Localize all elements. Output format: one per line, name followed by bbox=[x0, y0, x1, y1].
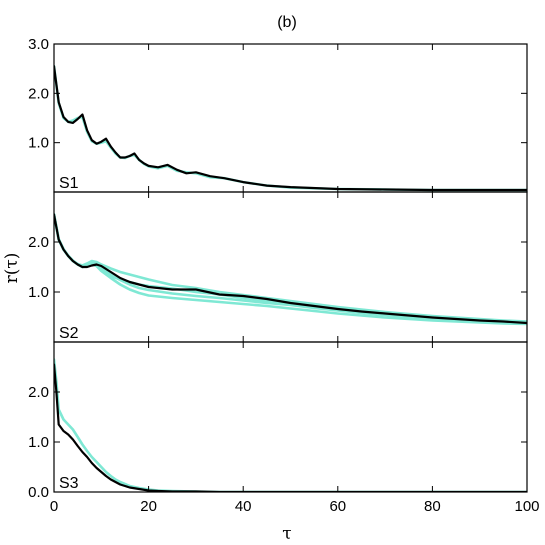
panel-s2: 1.0 2.0 S2 bbox=[28, 191, 528, 343]
x-tick-label: 100 bbox=[514, 498, 539, 515]
plot-area: 1.0 2.0 3.0 S1 1.0 2.0 S2 0.0 1.0 2.0 S30 20 40 60 80 1… bbox=[28, 36, 539, 515]
figure-title: (b) bbox=[277, 14, 297, 31]
y-tick-label: 1.0 bbox=[28, 284, 49, 301]
y-tick-label: 1.0 bbox=[28, 434, 49, 451]
series-group bbox=[54, 64, 527, 192]
y-axis-label: r(τ) bbox=[2, 253, 22, 284]
y-tick-label: 3.0 bbox=[28, 36, 49, 53]
series-group bbox=[54, 358, 527, 492]
series-line-main bbox=[54, 213, 527, 325]
panel-frame bbox=[53, 341, 528, 493]
y-tick-label: 2.0 bbox=[28, 234, 49, 251]
series-line-ensemble bbox=[54, 358, 527, 492]
series-line-ensemble bbox=[54, 213, 527, 326]
x-axis-label: τ bbox=[282, 524, 291, 544]
panel-frame bbox=[53, 43, 528, 193]
y-tick-label: 2.0 bbox=[28, 384, 49, 401]
series-group bbox=[54, 213, 527, 326]
y-tick-label: 0.0 bbox=[28, 484, 49, 501]
x-tick-label: 20 bbox=[140, 498, 157, 515]
panel-s1: 1.0 2.0 3.0 S1 bbox=[28, 36, 528, 193]
panel-label: S1 bbox=[59, 175, 79, 192]
panel-s3: 0.0 1.0 2.0 S3 bbox=[28, 341, 528, 501]
series-line-ensemble bbox=[54, 64, 527, 192]
series-line-ensemble bbox=[54, 213, 527, 325]
y-tick-label: 2.0 bbox=[28, 85, 49, 102]
x-tick-label: 80 bbox=[424, 498, 441, 515]
y-tick-label: 1.0 bbox=[28, 135, 49, 152]
panel-label: S2 bbox=[59, 325, 79, 342]
x-tick-label: 60 bbox=[329, 498, 346, 515]
series-line-main bbox=[54, 363, 527, 492]
x-tick-label: 0 bbox=[50, 498, 58, 515]
x-tick-label: 40 bbox=[235, 498, 252, 515]
series-line-main bbox=[54, 65, 527, 192]
panel-label: S3 bbox=[59, 475, 79, 492]
